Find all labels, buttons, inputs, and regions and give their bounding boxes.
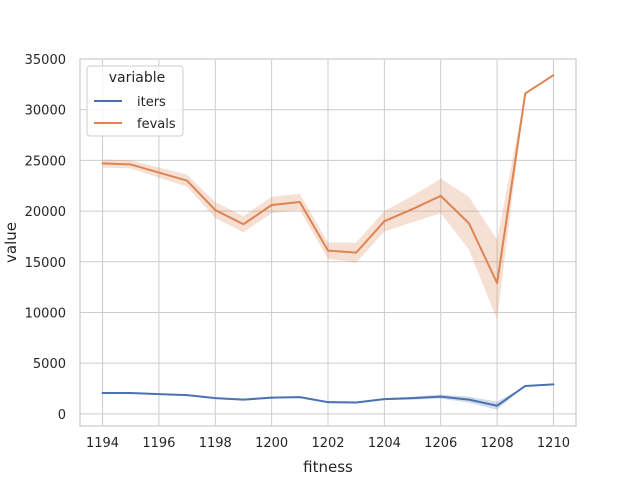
series-line-fevals bbox=[101, 74, 555, 285]
confidence-bands bbox=[102, 75, 554, 410]
legend-title: variable bbox=[109, 70, 165, 86]
y-axis-label: value bbox=[2, 222, 20, 263]
x-tick-labels: 1194 1196 1198 1200 1202 1204 1206 1208 1210 bbox=[86, 436, 570, 451]
x-tick-label: 1196 bbox=[142, 436, 175, 451]
y-tick-label: 35000 bbox=[25, 53, 66, 68]
legend-label-fevals: fevals bbox=[137, 117, 176, 132]
y-tick-label: 25000 bbox=[25, 154, 66, 169]
x-tick-label: 1210 bbox=[537, 436, 570, 451]
x-tick-label: 1194 bbox=[86, 436, 119, 451]
x-tick-label: 1200 bbox=[255, 436, 288, 451]
x-tick-label: 1204 bbox=[368, 436, 401, 451]
confidence-band-iters bbox=[102, 384, 554, 410]
x-tick-label: 1206 bbox=[424, 436, 457, 451]
x-tick-label: 1202 bbox=[311, 436, 344, 451]
y-tick-label: 0 bbox=[58, 408, 66, 423]
plot-frame bbox=[79, 58, 577, 427]
legend: variable iters fevals bbox=[86, 65, 184, 137]
x-axis-label: fitness bbox=[303, 458, 353, 476]
grid bbox=[80, 58, 576, 426]
x-tick-label: 1198 bbox=[199, 436, 232, 451]
legend-label-iters: iters bbox=[137, 95, 166, 110]
confidence-band-fevals bbox=[102, 75, 554, 320]
series-lines bbox=[101, 74, 555, 407]
y-tick-label: 20000 bbox=[25, 205, 66, 220]
x-tick-label: 1208 bbox=[481, 436, 514, 451]
y-tick-labels: 0 5000 10000 15000 20000 25000 30000 35000 bbox=[25, 53, 66, 423]
legend-box bbox=[86, 65, 184, 137]
y-tick-label: 30000 bbox=[25, 104, 66, 119]
legend-entries: iters fevals bbox=[94, 95, 176, 132]
y-tick-label: 5000 bbox=[33, 357, 66, 372]
series-line-iters bbox=[101, 383, 555, 407]
y-tick-label: 10000 bbox=[25, 306, 66, 321]
y-tick-label: 15000 bbox=[25, 256, 66, 271]
